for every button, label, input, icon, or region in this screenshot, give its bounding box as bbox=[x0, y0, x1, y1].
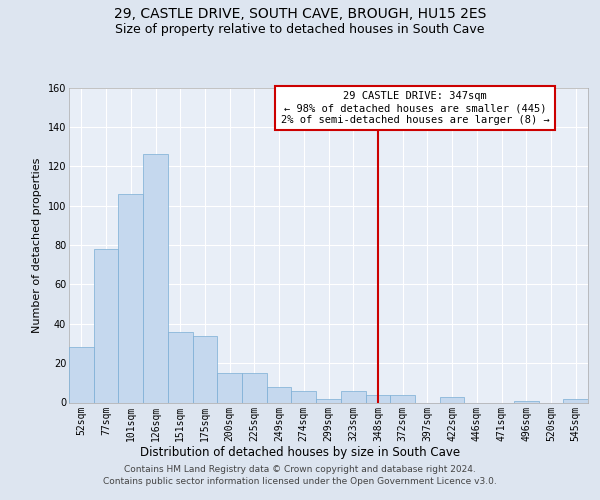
Bar bbox=[341, 390, 365, 402]
Bar bbox=[365, 394, 390, 402]
Bar bbox=[94, 249, 118, 402]
Bar bbox=[292, 390, 316, 402]
Bar bbox=[514, 400, 539, 402]
Text: 29 CASTLE DRIVE: 347sqm
← 98% of detached houses are smaller (445)
2% of semi-de: 29 CASTLE DRIVE: 347sqm ← 98% of detache… bbox=[281, 92, 550, 124]
Bar bbox=[242, 373, 267, 402]
Bar bbox=[69, 348, 94, 403]
Bar bbox=[316, 398, 341, 402]
Text: Contains HM Land Registry data © Crown copyright and database right 2024.
Contai: Contains HM Land Registry data © Crown c… bbox=[103, 464, 497, 486]
Text: Distribution of detached houses by size in South Cave: Distribution of detached houses by size … bbox=[140, 446, 460, 459]
Text: 29, CASTLE DRIVE, SOUTH CAVE, BROUGH, HU15 2ES: 29, CASTLE DRIVE, SOUTH CAVE, BROUGH, HU… bbox=[114, 8, 486, 22]
Y-axis label: Number of detached properties: Number of detached properties bbox=[32, 158, 42, 332]
Bar bbox=[168, 332, 193, 402]
Bar bbox=[267, 387, 292, 402]
Bar bbox=[563, 398, 588, 402]
Bar bbox=[118, 194, 143, 402]
Bar bbox=[390, 394, 415, 402]
Bar bbox=[217, 373, 242, 402]
Bar bbox=[143, 154, 168, 402]
Text: Size of property relative to detached houses in South Cave: Size of property relative to detached ho… bbox=[115, 22, 485, 36]
Bar bbox=[440, 396, 464, 402]
Bar bbox=[193, 336, 217, 402]
